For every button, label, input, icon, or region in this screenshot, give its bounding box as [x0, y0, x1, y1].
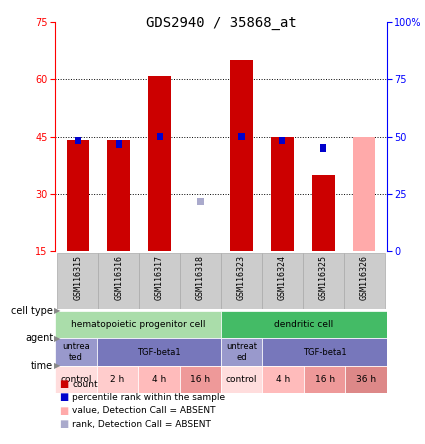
Text: percentile rank within the sample: percentile rank within the sample [72, 393, 225, 402]
Bar [221, 253, 262, 309]
Text: TGF-beta1: TGF-beta1 [303, 348, 346, 357]
Bar [179, 366, 221, 393]
Text: ▶: ▶ [54, 306, 60, 315]
Text: GSM116316: GSM116316 [114, 255, 123, 300]
Text: 2 h: 2 h [110, 375, 125, 384]
Bar [262, 338, 387, 366]
Text: time: time [31, 361, 53, 371]
Bar [156, 133, 163, 140]
Bar [221, 366, 262, 393]
Text: ▶: ▶ [54, 361, 60, 370]
Bar [108, 140, 130, 251]
Bar [198, 198, 204, 205]
Text: untrea
ted: untrea ted [62, 342, 90, 362]
Text: GDS2940 / 35868_at: GDS2940 / 35868_at [146, 16, 296, 30]
Bar [271, 137, 294, 251]
Bar [66, 140, 89, 251]
Bar [96, 366, 138, 393]
Bar [262, 366, 304, 393]
Text: 36 h: 36 h [356, 375, 376, 384]
Bar [303, 253, 344, 309]
Text: 4 h: 4 h [152, 375, 166, 384]
Bar [345, 366, 387, 393]
Text: cell type: cell type [11, 306, 53, 316]
Bar [344, 253, 385, 309]
Bar [238, 133, 244, 140]
Bar [320, 144, 326, 152]
Bar [353, 137, 376, 251]
Bar [304, 366, 345, 393]
Text: value, Detection Call = ABSENT: value, Detection Call = ABSENT [72, 406, 216, 415]
Text: ■: ■ [60, 379, 69, 389]
Text: ▶: ▶ [54, 334, 60, 343]
Bar [221, 338, 262, 366]
Text: dendritic cell: dendritic cell [274, 320, 334, 329]
Text: control: control [226, 375, 258, 384]
Text: hematopoietic progenitor cell: hematopoietic progenitor cell [71, 320, 205, 329]
Text: rank, Detection Call = ABSENT: rank, Detection Call = ABSENT [72, 420, 211, 428]
Text: 4 h: 4 h [276, 375, 290, 384]
Text: GSM116323: GSM116323 [237, 255, 246, 300]
Bar [55, 311, 221, 338]
Bar [230, 60, 253, 251]
Bar [75, 137, 81, 144]
Bar [57, 253, 98, 309]
Text: count: count [72, 380, 98, 388]
Text: GSM116318: GSM116318 [196, 255, 205, 300]
Text: GSM116324: GSM116324 [278, 255, 287, 300]
Text: 16 h: 16 h [190, 375, 210, 384]
Text: untreat
ed: untreat ed [226, 342, 257, 362]
Bar [138, 366, 179, 393]
Text: agent: agent [25, 333, 53, 343]
Bar [189, 251, 212, 255]
Text: 16 h: 16 h [314, 375, 334, 384]
Bar [221, 311, 387, 338]
Bar [98, 253, 139, 309]
Text: GSM116317: GSM116317 [155, 255, 164, 300]
Bar [312, 174, 334, 251]
Text: GSM116326: GSM116326 [360, 255, 369, 300]
Bar [55, 338, 96, 366]
Bar [96, 338, 221, 366]
Bar [148, 75, 171, 251]
Text: GSM116315: GSM116315 [73, 255, 82, 300]
Bar [180, 253, 221, 309]
Bar [55, 366, 96, 393]
Text: control: control [60, 375, 92, 384]
Text: GSM116325: GSM116325 [319, 255, 328, 300]
Text: ■: ■ [60, 419, 69, 429]
Bar [279, 137, 286, 144]
Bar [262, 253, 303, 309]
Text: ■: ■ [60, 392, 69, 402]
Text: TGF-beta1: TGF-beta1 [137, 348, 181, 357]
Bar [116, 140, 122, 148]
Text: ■: ■ [60, 406, 69, 416]
Bar [139, 253, 180, 309]
